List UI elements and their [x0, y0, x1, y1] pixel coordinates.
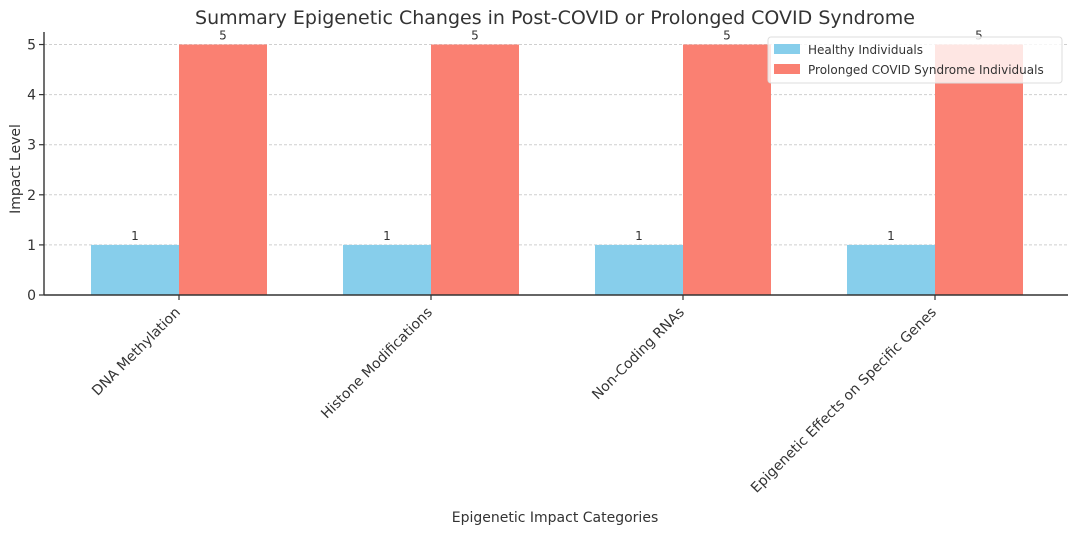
y-tick-label: 5 [27, 38, 36, 54]
bar-value-label: 5 [723, 29, 731, 43]
bar-value-label: 5 [471, 29, 479, 43]
bar-healthy-2 [595, 244, 683, 295]
y-tick-label: 3 [27, 138, 36, 154]
x-tick-label: Non-Coding RNAs [589, 305, 688, 404]
bar-value-label: 1 [131, 229, 139, 243]
y-axis-label: Impact Level [8, 124, 24, 214]
bar-value-label: 1 [887, 229, 895, 243]
bar-healthy-3 [847, 244, 935, 295]
y-tick-label: 0 [27, 288, 36, 304]
chart-title: Summary Epigenetic Changes in Post-COVID… [195, 7, 915, 29]
x-tick-label: DNA Methylation [89, 305, 184, 400]
legend-label: Prolonged COVID Syndrome Individuals [808, 63, 1044, 77]
bar-prolonged-covid-2 [683, 44, 771, 296]
legend-label: Healthy Individuals [808, 43, 923, 57]
bar-value-label: 5 [219, 29, 227, 43]
bar-prolonged-covid-1 [431, 44, 519, 296]
legend-swatch [774, 64, 800, 74]
bar-healthy-0 [91, 244, 179, 295]
value-labels: 1 5 1 5 1 5 1 5 [131, 29, 983, 243]
x-tick-label: Epigenetic Effects on Specific Genes [748, 305, 940, 497]
x-tick-label: Histone Modifications [318, 305, 436, 423]
y-tick-label: 4 [27, 88, 36, 104]
bar-prolonged-covid-0 [179, 44, 267, 296]
bar-value-label: 1 [635, 229, 643, 243]
bar-value-label: 5 [975, 29, 983, 43]
y-tick-label: 2 [27, 188, 36, 204]
legend: Healthy Individuals Prolonged COVID Syndr… [767, 36, 1063, 84]
legend-box [767, 36, 1063, 84]
y-tick-label: 1 [27, 238, 36, 254]
bars [91, 44, 1023, 296]
x-axis-label: Epigenetic Impact Categories [452, 510, 658, 526]
bar-prolonged-covid-3 [935, 44, 1023, 296]
bar-value-label: 1 [383, 229, 391, 243]
legend-swatch [774, 44, 800, 54]
bar-healthy-1 [343, 244, 431, 295]
